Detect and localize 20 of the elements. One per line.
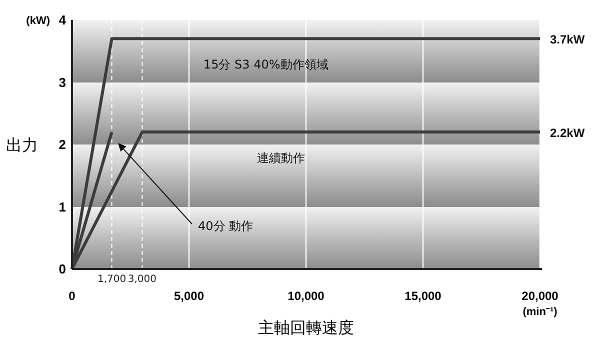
x-tick-label: 10,000 bbox=[288, 289, 325, 303]
ref-line-label: 1,700 bbox=[97, 274, 126, 285]
y-tick-label: 4 bbox=[58, 12, 67, 28]
x-axis-title: 主軸回轉速度 bbox=[258, 318, 354, 337]
y-tick-label: 2 bbox=[58, 137, 66, 152]
data-label: 2.2kW bbox=[550, 126, 586, 140]
x-tick-label: 5,000 bbox=[174, 289, 204, 303]
y-tick-label: 3 bbox=[58, 74, 66, 90]
annotation: 40分 動作 bbox=[198, 219, 254, 233]
y-tick-label: 0 bbox=[58, 262, 66, 276]
x-tick-label: 0 bbox=[68, 289, 76, 303]
x-tick-label: 20,000 bbox=[522, 289, 559, 303]
y-axis-title: 出力 bbox=[6, 136, 38, 154]
ref-line-label: 3,000 bbox=[128, 274, 157, 285]
series-label: 連續動作 bbox=[257, 151, 306, 166]
x-tick-label: 15,000 bbox=[404, 289, 442, 303]
data-label: 3.7kW bbox=[550, 32, 586, 47]
text: (kW) bbox=[26, 15, 50, 27]
text: (min⁻¹) bbox=[522, 306, 558, 318]
y-tick-label: 1 bbox=[58, 199, 66, 214]
